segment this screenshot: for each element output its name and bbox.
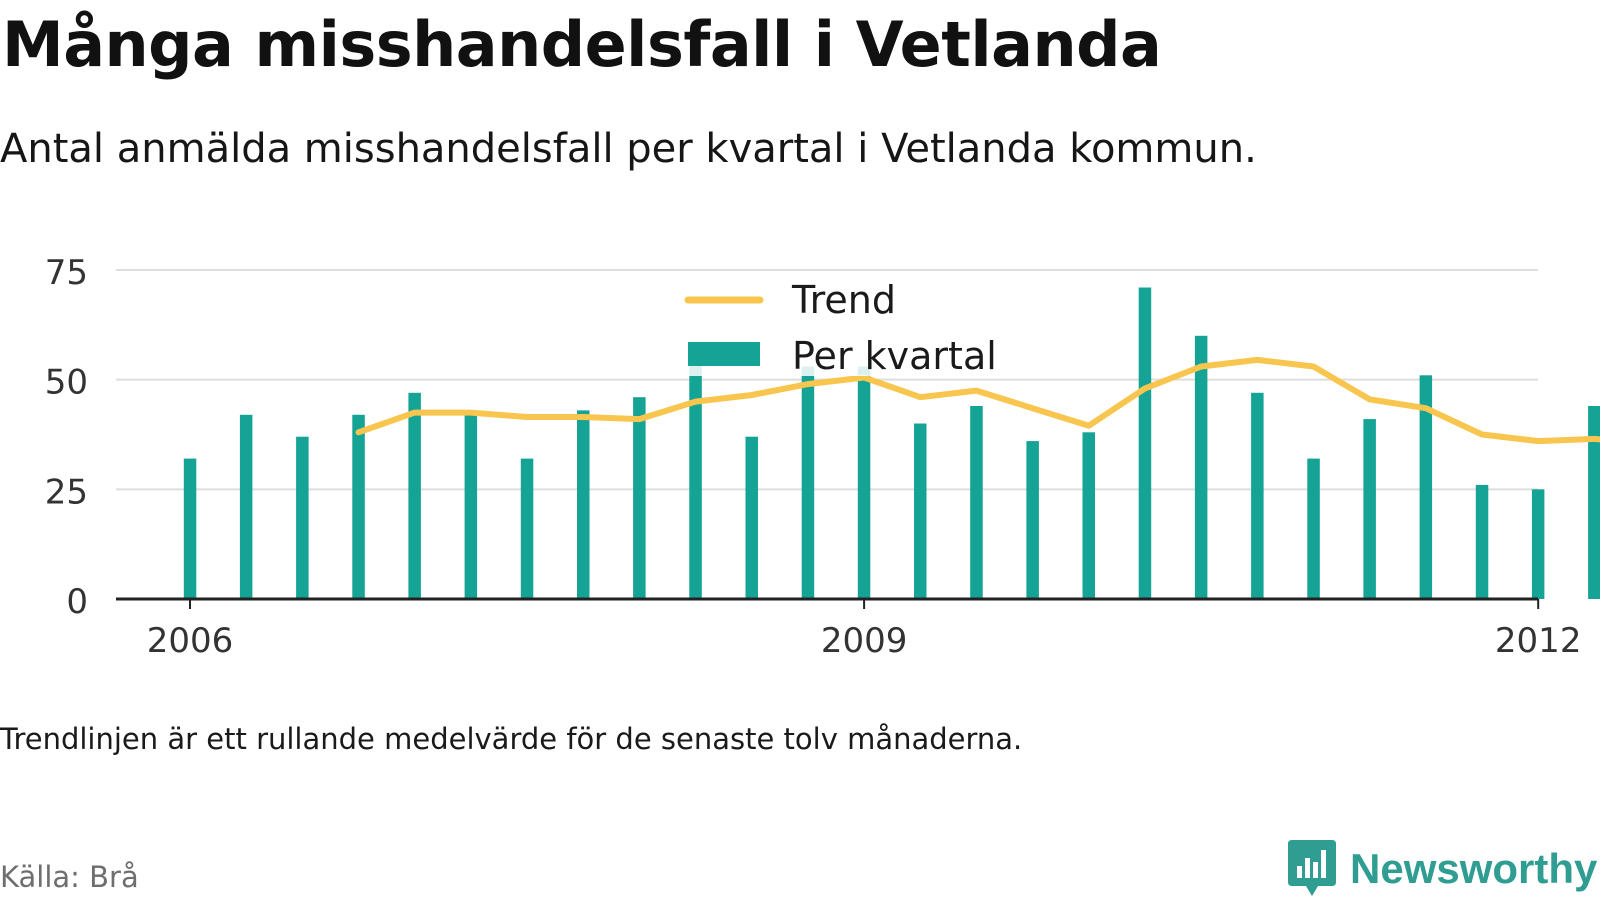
bar [1082, 432, 1095, 599]
chart-title: Många misshandelsfall i Vetlanda [2, 8, 1162, 81]
bar-series [183, 287, 1600, 599]
bar [801, 366, 815, 599]
bar [1251, 392, 1264, 599]
legend-bar-label: Per kvartal [792, 334, 997, 378]
brand-name: Newsworthy [1350, 845, 1598, 892]
y-tick-label: 25 [45, 472, 88, 512]
bar [464, 414, 478, 599]
legend-trend-label: Trend [791, 278, 896, 322]
trend-series [355, 356, 1600, 445]
source-label: Källa: Brå [0, 860, 139, 894]
y-tick-label: 75 [45, 253, 88, 293]
bar [689, 344, 702, 599]
footnote: Trendlinjen är ett rullande medelvärde f… [0, 722, 1023, 756]
bar [408, 392, 421, 599]
bar [914, 423, 927, 599]
bar [577, 410, 590, 599]
bar [970, 406, 983, 599]
bar [296, 436, 309, 599]
x-tick-label: 2006 [147, 621, 234, 661]
bar [183, 458, 197, 599]
bar [633, 397, 646, 599]
y-tick-label: 0 [66, 582, 88, 622]
chart-area: 02550752006200920122015201820212023 Tren… [45, 253, 1600, 661]
bar [1026, 441, 1039, 599]
chart-subtitle: Antal anmälda misshandelsfall per kvarta… [0, 126, 1257, 172]
bar [745, 436, 758, 599]
bar [1419, 375, 1433, 599]
bar [857, 366, 871, 599]
newsworthy-logo: Newsworthy [1288, 840, 1597, 898]
x-tick-label: 2012 [1495, 621, 1582, 661]
bar [1307, 458, 1320, 599]
bar [1588, 406, 1600, 599]
trend-line [355, 356, 1600, 445]
axes: 02550752006200920122015201820212023 [45, 253, 1582, 661]
x-tick-label: 2009 [821, 621, 908, 661]
bar-chart-logo-icon [1288, 840, 1336, 896]
bar [1475, 484, 1489, 599]
bar [520, 458, 534, 599]
y-tick-label: 50 [45, 363, 88, 403]
bar [1138, 287, 1152, 599]
bar [1194, 335, 1208, 599]
bar [352, 414, 365, 599]
bar [1531, 489, 1545, 599]
legend: Trend Per kvartal [672, 272, 997, 378]
bar [1363, 419, 1376, 599]
bar [239, 414, 253, 599]
legend-bar-swatch [688, 342, 760, 366]
